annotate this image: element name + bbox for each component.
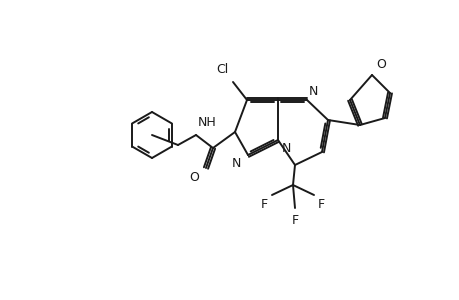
Text: F: F	[260, 198, 268, 211]
Text: O: O	[375, 58, 385, 71]
Text: N: N	[231, 157, 241, 170]
Text: F: F	[317, 198, 325, 211]
Text: O: O	[189, 171, 199, 184]
Text: N: N	[308, 85, 318, 98]
Text: Cl: Cl	[216, 63, 229, 76]
Text: NH: NH	[197, 116, 216, 129]
Text: N: N	[281, 142, 291, 155]
Text: F: F	[291, 214, 298, 227]
